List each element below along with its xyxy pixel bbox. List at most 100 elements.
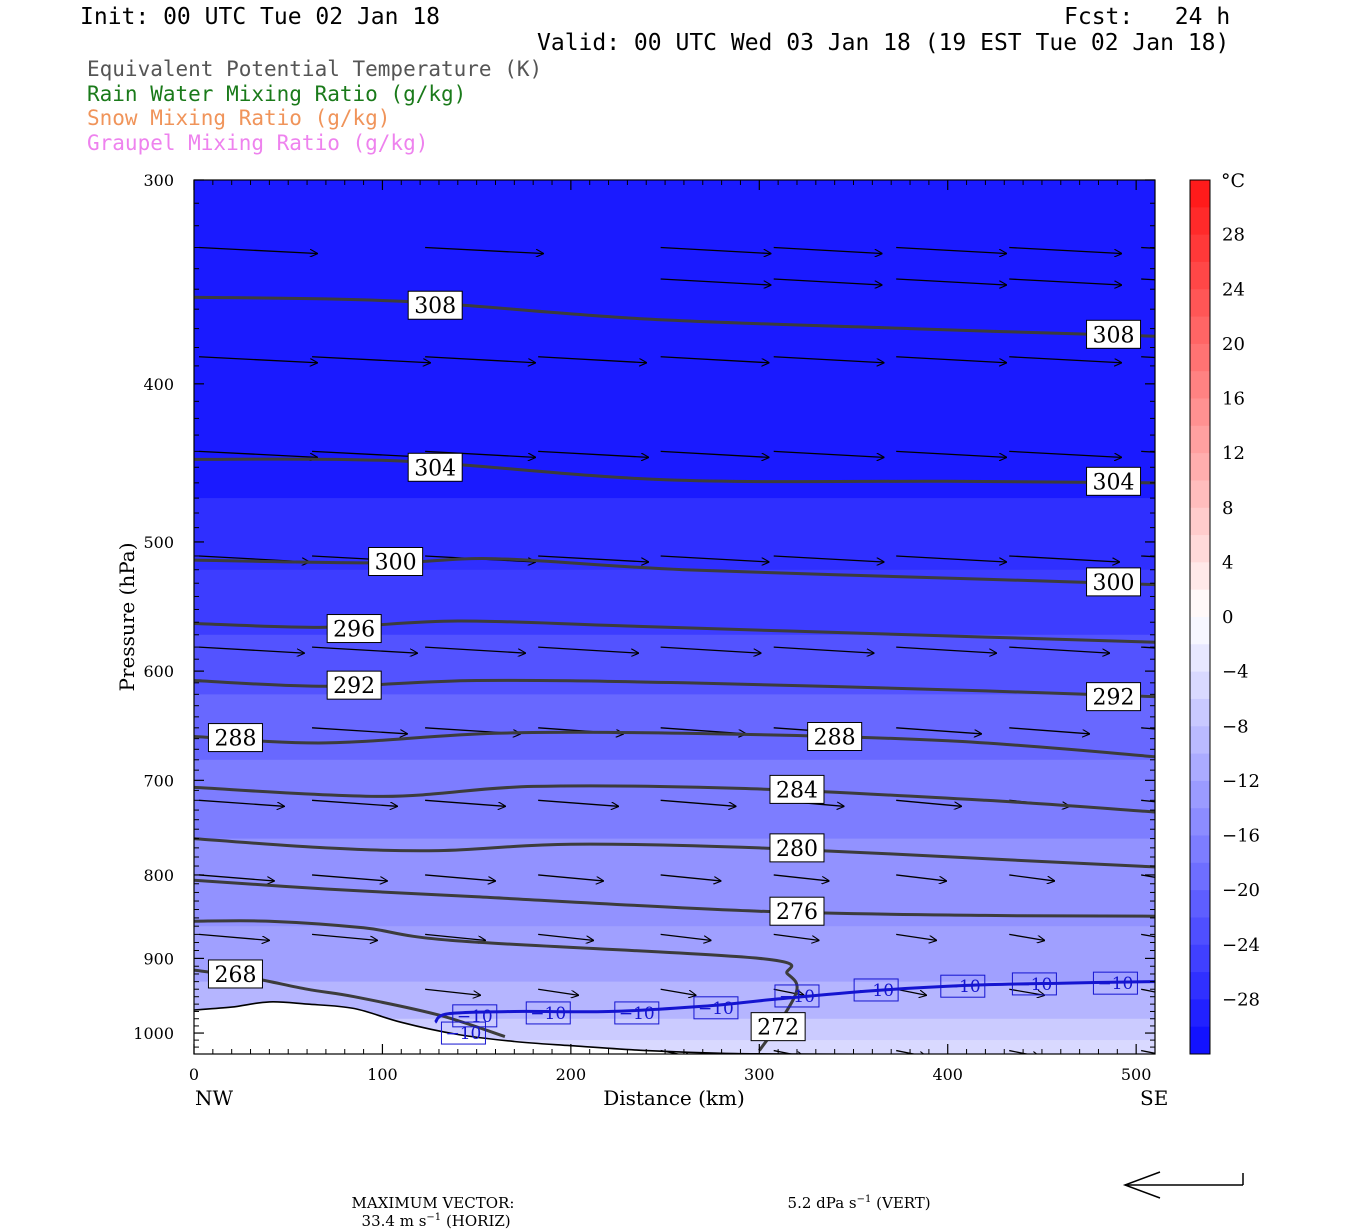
wind-vector: [660, 933, 711, 940]
wind-vector: [1141, 988, 1155, 993]
svg-text:−10: −10: [1097, 974, 1133, 994]
colorbar-step: [1190, 726, 1210, 755]
y-tick-label: 500: [143, 533, 174, 552]
svg-text:276: 276: [776, 900, 818, 925]
wind-vector: [538, 555, 648, 562]
wind-vector: [660, 450, 769, 457]
wind-vector: [773, 933, 819, 940]
colorbar-tick-label: 28: [1222, 225, 1245, 246]
theta-e-label: 304: [1086, 466, 1142, 496]
svg-text:308: 308: [414, 294, 456, 319]
colorbar-step: [1190, 753, 1210, 782]
wind-vector: [1009, 246, 1121, 254]
colorbar-step: [1190, 535, 1210, 563]
x-tick-label: 100: [367, 1065, 398, 1084]
theta-e-contour-292: [194, 678, 1155, 699]
theta-e-label: 288: [807, 721, 863, 751]
wind-vector: [660, 278, 771, 285]
colorbar-tick-label: −28: [1222, 989, 1260, 1010]
legend-snow: Snow Mixing Ratio (g/kg): [87, 106, 391, 130]
wind-vector: [1009, 646, 1109, 653]
colorbar-tick-label: 16: [1222, 389, 1245, 410]
y-tick-label: 300: [143, 171, 174, 190]
colorbar-step: [1190, 371, 1210, 399]
theta-e-label: 272: [750, 1012, 806, 1042]
wind-vector: [198, 799, 284, 806]
svg-text:−10: −10: [698, 999, 734, 1019]
temperature-label: −10: [614, 1001, 660, 1025]
colorbar-step: [1190, 562, 1210, 591]
wind-vector: [198, 646, 304, 653]
svg-text:292: 292: [333, 674, 375, 699]
colorbar-step: [1190, 671, 1210, 700]
wind-vector: [1009, 278, 1121, 285]
wind-vector: [425, 874, 495, 881]
colorbar-tick-label: −4: [1222, 662, 1249, 683]
temperature-label: −10: [525, 1001, 571, 1025]
wind-vector: [1009, 988, 1044, 995]
legend-rain-water: Rain Water Mixing Ratio (g/kg): [87, 82, 467, 106]
wind-vector: [312, 799, 397, 806]
wind-vector: [1009, 450, 1121, 457]
colorbar-step: [1190, 780, 1210, 809]
colorbar-step: [1190, 180, 1210, 208]
temperature-label: −10: [774, 984, 820, 1008]
temp-band: [194, 347, 1155, 500]
init-label: Init: 00 UTC Tue 02 Jan 18: [80, 4, 441, 30]
colorbar-step: [1190, 507, 1210, 536]
colorbar-step: [1190, 398, 1210, 427]
theta-e-label: 308: [407, 290, 463, 320]
theta-e-contour-284: [194, 784, 1155, 814]
x-right-end-label: SE: [1140, 1086, 1168, 1110]
y-tick-label: 600: [143, 662, 174, 681]
svg-text:292: 292: [1093, 686, 1135, 711]
colorbar-step: [1190, 289, 1210, 318]
colorbar-step: [1190, 425, 1210, 454]
temperature-label: −10: [1092, 971, 1138, 995]
temperature-label: −10: [940, 974, 986, 998]
wind-vector: [896, 874, 946, 881]
svg-text:−10: −10: [1016, 975, 1052, 995]
svg-text:288: 288: [814, 725, 856, 750]
wind-vector: [425, 933, 485, 940]
wind-vector: [1141, 727, 1155, 730]
temperature-contour: [434, 980, 1155, 1024]
colorbar-step: [1190, 234, 1210, 263]
temp-band: [194, 759, 1155, 840]
wind-vector: [1009, 874, 1054, 881]
axes: 300 400 500 600 700 800 900 1000 0 100 200 300 400 50…: [133, 171, 1156, 1084]
theta-e-contour-308: [194, 295, 1155, 338]
svg-text:−10: −10: [619, 1004, 655, 1024]
max-vector-text: MAXIMUM VECTOR: 33.4 m s−1 (HORIZ): [342, 1176, 515, 1230]
terrain-fill: [194, 1001, 797, 1054]
colorbar-step: [1190, 480, 1210, 509]
theta-e-contour-296: [194, 619, 1155, 644]
colorbar-step: [1190, 589, 1210, 618]
wind-vector: [312, 874, 387, 881]
legend-graupel: Graupel Mixing Ratio (g/kg): [87, 131, 429, 155]
svg-text:280: 280: [776, 837, 818, 862]
temp-band: [194, 838, 1155, 928]
wind-vector: [312, 646, 417, 653]
max-vector-vert: 5.2 dPa s−1 (VERT): [787, 1194, 931, 1212]
colorbar-step: [1190, 453, 1210, 481]
colorbar-step: [1190, 944, 1210, 973]
temp-band: [194, 498, 1155, 571]
colorbar-tick-label: −12: [1222, 771, 1260, 792]
svg-text:272: 272: [757, 1016, 799, 1041]
colorbar-step: [1190, 698, 1210, 727]
x-tick-label: 500: [1121, 1065, 1152, 1084]
colorbar-unit: °C: [1221, 170, 1246, 192]
wind-vector: [538, 646, 638, 653]
y-tick-label: 1000: [133, 1024, 174, 1043]
wind-vector: [538, 356, 646, 363]
wind-vector: [312, 356, 430, 363]
colorbar-step: [1190, 207, 1210, 236]
wind-vector: [425, 450, 535, 457]
colorbar-tick-label: 20: [1222, 334, 1245, 355]
y-tick-label: 900: [143, 949, 174, 968]
y-tick-label: 700: [143, 771, 174, 790]
theta-e-contour-300: [194, 557, 1155, 587]
theta-e-label: 280: [769, 833, 825, 863]
terrain-line: [194, 1001, 978, 1054]
